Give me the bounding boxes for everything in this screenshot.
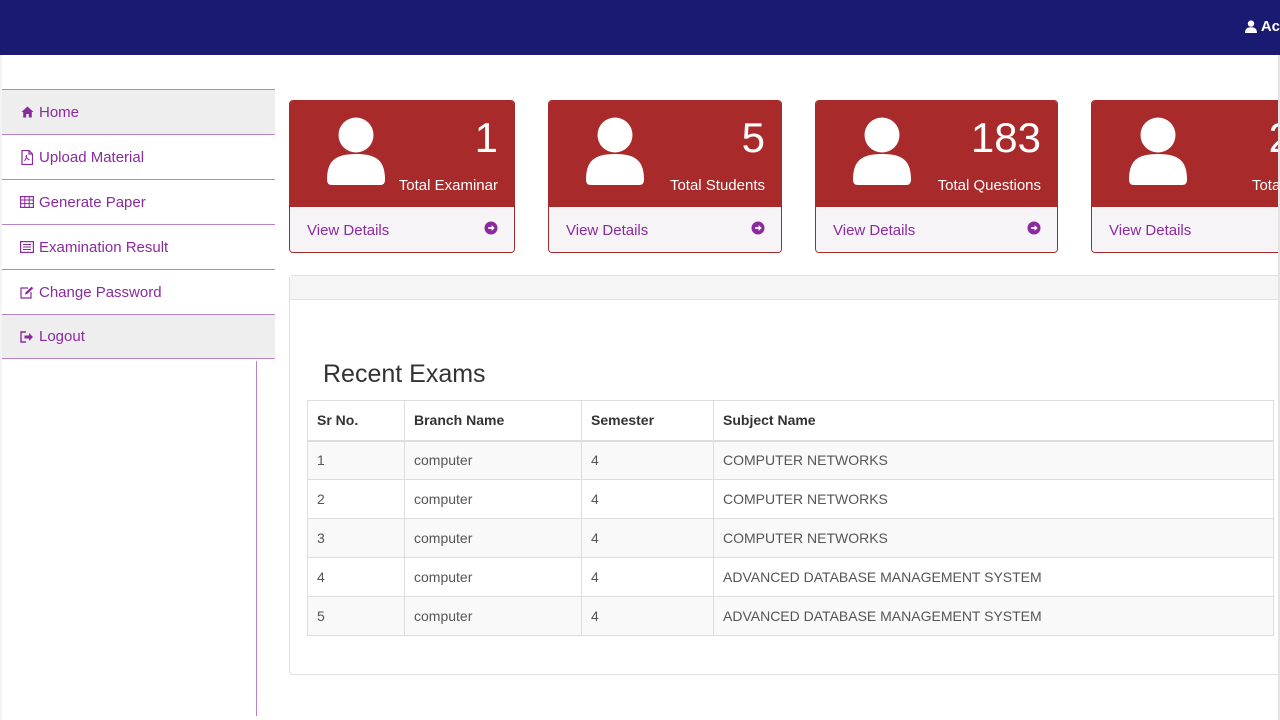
user-icon bbox=[327, 117, 385, 190]
stat-card-students: 5 Total Students View Details bbox=[548, 100, 782, 253]
view-details-link[interactable]: View Details bbox=[290, 207, 514, 252]
cell-sr-no: 3 bbox=[307, 518, 405, 558]
main-right-edge bbox=[1278, 55, 1280, 720]
left-gutter bbox=[0, 55, 2, 720]
table-row: 5 computer 4 ADVANCED DATABASE MANAGEMEN… bbox=[307, 596, 1274, 636]
panel-heading bbox=[290, 276, 1280, 300]
cell-subject-name: ADVANCED DATABASE MANAGEMENT SYSTEM bbox=[713, 596, 1274, 636]
cell-semester: 4 bbox=[581, 518, 714, 558]
view-details-label: View Details bbox=[833, 221, 916, 239]
recent-exams-title: Recent Exams bbox=[323, 360, 486, 388]
sign-out-icon bbox=[19, 329, 35, 345]
view-details-label: View Details bbox=[1109, 221, 1192, 239]
file-pdf-icon bbox=[19, 149, 35, 165]
column-header-branch-name: Branch Name bbox=[404, 400, 582, 442]
stat-card-questions: 183 Total Questions View Details bbox=[815, 100, 1058, 253]
cell-sr-no: 4 bbox=[307, 557, 405, 597]
cell-semester: 4 bbox=[581, 557, 714, 597]
top-navbar: Ac bbox=[0, 0, 1280, 55]
stat-card-header: 2 Total I bbox=[1092, 101, 1280, 207]
home-icon bbox=[19, 104, 35, 120]
cell-semester: 4 bbox=[581, 479, 714, 519]
cell-subject-name: COMPUTER NETWORKS bbox=[713, 518, 1274, 558]
sidebar-item-home[interactable]: Home bbox=[0, 89, 275, 134]
column-header-semester: Semester bbox=[581, 400, 714, 442]
sidebar: Home Upload Material Generate Paper Exam… bbox=[0, 55, 275, 720]
stat-value: 183 bbox=[970, 114, 1041, 161]
stat-value: 1 bbox=[474, 114, 498, 161]
stat-label: Total Examinar bbox=[398, 177, 498, 194]
stat-card-examinar: 1 Total Examinar View Details bbox=[289, 100, 515, 253]
stat-card-header: 183 Total Questions bbox=[816, 101, 1057, 207]
user-icon bbox=[1129, 117, 1187, 190]
stat-value: 5 bbox=[741, 114, 765, 161]
table-row: 4 computer 4 ADVANCED DATABASE MANAGEMEN… bbox=[307, 557, 1274, 597]
table-row: 1 computer 4 COMPUTER NETWORKS bbox=[307, 440, 1274, 480]
cell-sr-no: 1 bbox=[307, 440, 405, 480]
cell-subject-name: COMPUTER NETWORKS bbox=[713, 479, 1274, 519]
view-details-link[interactable]: View Details bbox=[549, 207, 781, 252]
sidebar-item-change-password[interactable]: Change Password bbox=[0, 269, 275, 314]
cell-sr-no: 5 bbox=[307, 596, 405, 636]
cell-branch-name: computer bbox=[404, 557, 582, 597]
view-details-link[interactable]: View Details bbox=[1092, 207, 1280, 252]
view-details-link[interactable]: View Details bbox=[816, 207, 1057, 252]
cell-subject-name: ADVANCED DATABASE MANAGEMENT SYSTEM bbox=[713, 557, 1274, 597]
table-icon bbox=[19, 194, 35, 210]
user-icon bbox=[853, 117, 911, 190]
cell-subject-name: COMPUTER NETWORKS bbox=[713, 440, 1274, 480]
arrow-circle-right-icon bbox=[1027, 221, 1041, 239]
cell-branch-name: computer bbox=[404, 596, 582, 636]
column-header-subject-name: Subject Name bbox=[713, 400, 1274, 442]
recent-exams-table: Sr No. Branch Name Semester Subject Name… bbox=[307, 400, 1274, 636]
sidebar-item-examination-result[interactable]: Examination Result bbox=[0, 224, 275, 269]
sidebar-nav: Home Upload Material Generate Paper Exam… bbox=[0, 89, 275, 359]
sidebar-item-label: Change Password bbox=[39, 283, 162, 301]
stat-label: Total I bbox=[1251, 177, 1280, 194]
sidebar-item-label: Logout bbox=[39, 328, 85, 345]
user-name: Ac bbox=[1260, 18, 1280, 35]
view-details-label: View Details bbox=[566, 221, 649, 239]
user-icon bbox=[1244, 20, 1257, 33]
cell-branch-name: computer bbox=[404, 518, 582, 558]
stat-card-header: 5 Total Students bbox=[549, 101, 781, 207]
view-details-label: View Details bbox=[307, 221, 390, 239]
edit-icon bbox=[19, 284, 35, 300]
cell-semester: 4 bbox=[581, 596, 714, 636]
main-content: 1 Total Examinar View Details 5 Total St… bbox=[275, 55, 1280, 720]
arrow-circle-right-icon bbox=[484, 221, 498, 239]
cell-sr-no: 2 bbox=[307, 479, 405, 519]
stat-label: Total Questions bbox=[937, 177, 1041, 194]
sidebar-item-label: Examination Result bbox=[39, 238, 169, 256]
table-row: 2 computer 4 COMPUTER NETWORKS bbox=[307, 479, 1274, 519]
sidebar-item-label: Upload Material bbox=[39, 148, 145, 166]
stat-value: 2 bbox=[1269, 117, 1280, 159]
list-alt-icon bbox=[19, 239, 35, 255]
sidebar-item-label: Generate Paper bbox=[39, 193, 146, 211]
arrow-circle-right-icon bbox=[751, 221, 765, 239]
table-row: 3 computer 4 COMPUTER NETWORKS bbox=[307, 518, 1274, 558]
sidebar-empty-area bbox=[0, 361, 257, 716]
recent-exams-panel: Recent Exams Sr No. Branch Name Semester… bbox=[289, 275, 1280, 675]
sidebar-item-logout[interactable]: Logout bbox=[0, 314, 275, 359]
sidebar-item-label: Home bbox=[39, 103, 80, 121]
cell-semester: 4 bbox=[581, 440, 714, 480]
user-menu[interactable]: Ac bbox=[1244, 18, 1280, 35]
sidebar-spacer bbox=[0, 55, 275, 89]
cell-branch-name: computer bbox=[404, 440, 582, 480]
stat-card-header: 1 Total Examinar bbox=[290, 101, 514, 207]
column-header-sr-no: Sr No. bbox=[307, 400, 405, 442]
table-header-row: Sr No. Branch Name Semester Subject Name bbox=[307, 400, 1274, 442]
stat-card-fourth: 2 Total I View Details bbox=[1091, 100, 1280, 253]
user-icon bbox=[586, 117, 644, 190]
sidebar-item-generate-paper[interactable]: Generate Paper bbox=[0, 179, 275, 224]
cell-branch-name: computer bbox=[404, 479, 582, 519]
sidebar-item-upload-material[interactable]: Upload Material bbox=[0, 134, 275, 179]
stat-label: Total Students bbox=[669, 177, 765, 194]
